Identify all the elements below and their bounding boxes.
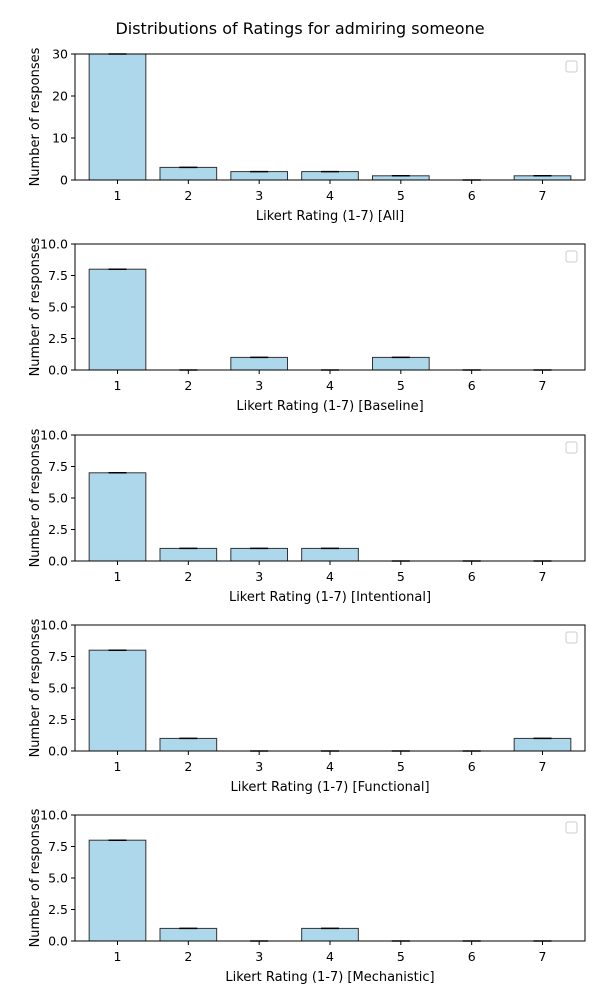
x-tick-label-3: 3	[255, 378, 263, 393]
bar-4	[301, 171, 359, 181]
y-tick-label-0.0: 0.0	[48, 363, 68, 378]
legend-box	[565, 250, 578, 263]
y-axis-label: Number of responses	[28, 618, 43, 757]
y-tick-label-2.5: 2.5	[48, 522, 68, 537]
x-tick-label-4: 4	[326, 949, 334, 964]
x-tick-label-1: 1	[114, 949, 122, 964]
x-tick-label-5: 5	[397, 569, 405, 584]
y-axis-label: Number of responses	[28, 47, 43, 186]
y-tick-label-10.0: 10.0	[40, 237, 68, 252]
x-tick-label-1: 1	[114, 569, 122, 584]
x-tick-label-7: 7	[539, 569, 547, 584]
x-tick-label-6: 6	[468, 188, 476, 203]
x-tick-label-3: 3	[255, 188, 263, 203]
legend-box	[565, 631, 578, 644]
x-tick-label-2: 2	[184, 378, 192, 393]
bar-3	[230, 547, 288, 562]
x-tick-label-6: 6	[468, 569, 476, 584]
x-axis-label: Likert Rating (1-7) [Baseline]	[236, 399, 423, 414]
y-tick-label-30: 30	[52, 47, 68, 62]
subplot-5: 1 2 3 4 5 6 7 0.0 2.5 5.0 7.5 10.0 Likert Rating (1-…	[28, 808, 586, 985]
bar-1	[88, 53, 147, 181]
subplot-4: 1 2 3 4 5 6 7 0.0 2.5 5.0 7.5 10.0 Likert Rating (1-…	[28, 618, 586, 795]
x-axis-label: Likert Rating (1-7) [Mechanistic]	[225, 970, 434, 985]
y-tick-label-2.5: 2.5	[48, 902, 68, 917]
y-tick-label-10.0: 10.0	[40, 808, 68, 823]
bar-2	[159, 547, 218, 562]
y-tick-label-5.0: 5.0	[48, 491, 68, 506]
x-tick-label-2: 2	[184, 569, 192, 584]
bar-3	[230, 356, 288, 371]
x-tick-label-7: 7	[539, 188, 547, 203]
bar-2	[159, 737, 218, 752]
x-tick-label-3: 3	[255, 759, 263, 774]
bar-5	[372, 356, 430, 371]
x-tick-label-7: 7	[539, 378, 547, 393]
bar-2	[159, 927, 218, 942]
bar-2	[159, 166, 218, 181]
x-tick-label-4: 4	[326, 759, 334, 774]
y-tick-label-0.0: 0.0	[48, 934, 68, 949]
x-tick-label-4: 4	[326, 569, 334, 584]
x-axis-label: Likert Rating (1-7) [Intentional]	[229, 590, 431, 605]
y-tick-label-10.0: 10.0	[40, 618, 68, 633]
x-tick-label-2: 2	[184, 188, 192, 203]
subplot-1: 1 2 3 4 5 6 7 0 10 20 30 Likert Rating (1-7) [All] N…	[28, 47, 586, 224]
y-tick-label-7.5: 7.5	[48, 649, 68, 664]
y-axis-label: Number of responses	[28, 428, 43, 567]
y-tick-label-20: 20	[52, 89, 68, 104]
legend-box	[565, 821, 578, 834]
x-tick-label-1: 1	[114, 188, 122, 203]
bar-4	[301, 547, 359, 562]
bar-1	[88, 839, 147, 942]
bar-4	[301, 927, 359, 942]
y-tick-label-0.0: 0.0	[48, 554, 68, 569]
x-tick-label-5: 5	[397, 378, 405, 393]
x-tick-label-1: 1	[114, 378, 122, 393]
x-tick-label-3: 3	[255, 949, 263, 964]
x-axis-label: Likert Rating (1-7) [Functional]	[230, 780, 429, 795]
x-tick-label-2: 2	[184, 949, 192, 964]
bar-1	[88, 268, 147, 371]
x-tick-label-5: 5	[397, 759, 405, 774]
y-tick-label-7.5: 7.5	[48, 839, 68, 854]
y-axis-label: Number of responses	[28, 808, 43, 947]
y-tick-label-5.0: 5.0	[48, 681, 68, 696]
x-tick-label-4: 4	[326, 378, 334, 393]
y-tick-label-5.0: 5.0	[48, 300, 68, 315]
x-tick-label-6: 6	[468, 949, 476, 964]
bar-1	[88, 472, 147, 562]
x-tick-label-4: 4	[326, 188, 334, 203]
x-tick-label-5: 5	[397, 188, 405, 203]
x-tick-label-5: 5	[397, 949, 405, 964]
y-tick-label-0: 0	[60, 173, 68, 188]
y-tick-label-5.0: 5.0	[48, 871, 68, 886]
bar-3	[230, 171, 288, 181]
x-tick-label-1: 1	[114, 759, 122, 774]
x-tick-label-2: 2	[184, 759, 192, 774]
bar-1	[88, 649, 147, 752]
x-tick-label-6: 6	[468, 759, 476, 774]
figure-title: Distributions of Ratings for admiring so…	[115, 19, 484, 38]
y-tick-label-7.5: 7.5	[48, 459, 68, 474]
subplot-3: 1 2 3 4 5 6 7 0.0 2.5 5.0 7.5 10.0 Likert Rating (1-…	[28, 428, 586, 605]
y-tick-label-10: 10	[52, 131, 68, 146]
subplot-2: 1 2 3 4 5 6 7 0.0 2.5 5.0 7.5 10.0 Likert Rating (1-…	[28, 237, 586, 414]
x-tick-label-6: 6	[468, 378, 476, 393]
y-tick-label-0.0: 0.0	[48, 744, 68, 759]
x-tick-label-7: 7	[539, 759, 547, 774]
bar-7	[513, 737, 572, 752]
y-tick-label-7.5: 7.5	[48, 268, 68, 283]
subplot-stack: 1 2 3 4 5 6 7 0 10 20 30 Likert Rating (1-7) [All] N…	[28, 47, 586, 985]
x-tick-label-3: 3	[255, 569, 263, 584]
legend-box	[565, 60, 578, 73]
y-axis-label: Number of responses	[28, 237, 43, 376]
y-tick-label-2.5: 2.5	[48, 712, 68, 727]
y-tick-label-10.0: 10.0	[40, 428, 68, 443]
x-axis-label: Likert Rating (1-7) [All]	[256, 209, 404, 224]
y-tick-label-2.5: 2.5	[48, 331, 68, 346]
x-tick-label-7: 7	[539, 949, 547, 964]
legend-box	[565, 441, 578, 454]
